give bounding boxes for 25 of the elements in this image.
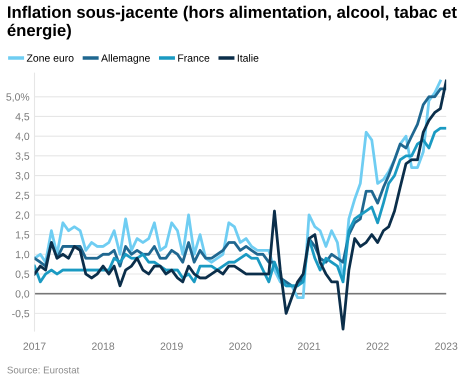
x-tick-label: 2022: [366, 342, 389, 350]
legend-label: Italie: [238, 54, 258, 62]
x-tick-label: 2018: [92, 342, 114, 350]
y-tick-label: -0,5: [12, 310, 30, 318]
y-tick-label: 4,0: [15, 132, 30, 142]
y-tick-label: 4,5: [15, 113, 30, 122]
x-tick-label: 2019: [160, 342, 183, 350]
y-tick-label: 2,5: [16, 192, 30, 200]
source-note: Source: Eurostat: [7, 366, 80, 374]
x-tick-label: 2017: [23, 342, 46, 350]
y-tick-label: 1,5: [16, 231, 30, 240]
x-tick-label: 2023: [435, 342, 458, 350]
y-tick-label: 2,0: [16, 211, 30, 220]
y-tick-label: 0,0: [16, 290, 30, 299]
chart-title: Inflation sous-jacente (hors alimentation, alcool, tabac et énergie): [8, 6, 457, 40]
y-tick-label: 0,5: [16, 270, 30, 280]
legend-label: Allemagne: [101, 54, 150, 64]
legend-label: France: [178, 54, 210, 62]
y-tick-label: 3,5: [16, 152, 30, 161]
y-tick-label: 1,0: [16, 250, 30, 260]
legend-label: Zone euro: [26, 54, 74, 62]
x-tick-label: 2021: [298, 342, 320, 350]
y-tick-label: 3,0: [16, 172, 30, 181]
x-tick-label: 2020: [229, 342, 252, 350]
y-tick-label: 5,0%: [6, 93, 30, 102]
